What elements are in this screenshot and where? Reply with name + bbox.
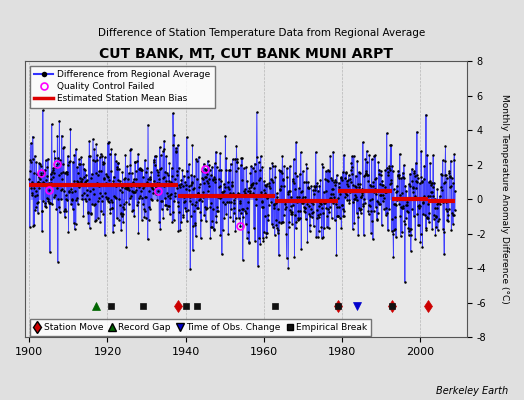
Legend: Station Move, Record Gap, Time of Obs. Change, Empirical Break: Station Move, Record Gap, Time of Obs. C… xyxy=(30,319,370,336)
Title: CUT BANK, MT, CUT BANK MUNI ARPT: CUT BANK, MT, CUT BANK MUNI ARPT xyxy=(99,47,393,61)
Text: Difference of Station Temperature Data from Regional Average: Difference of Station Temperature Data f… xyxy=(99,28,425,38)
Y-axis label: Monthly Temperature Anomaly Difference (°C): Monthly Temperature Anomaly Difference (… xyxy=(500,94,509,304)
Text: Berkeley Earth: Berkeley Earth xyxy=(436,386,508,396)
